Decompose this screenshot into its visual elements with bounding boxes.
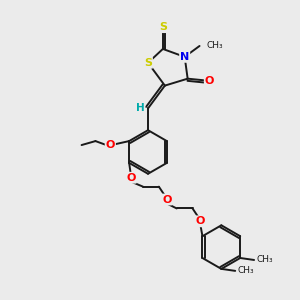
Text: H: H [136, 103, 145, 113]
Text: O: O [196, 216, 205, 226]
Text: N: N [180, 52, 189, 62]
Text: CH₃: CH₃ [256, 256, 273, 265]
Text: O: O [205, 76, 214, 85]
Text: O: O [162, 194, 172, 205]
Text: S: S [159, 22, 167, 32]
Text: S: S [144, 58, 152, 68]
Text: CH₃: CH₃ [237, 266, 254, 275]
Text: O: O [106, 140, 115, 150]
Text: O: O [126, 173, 136, 183]
Text: CH₃: CH₃ [206, 41, 223, 50]
